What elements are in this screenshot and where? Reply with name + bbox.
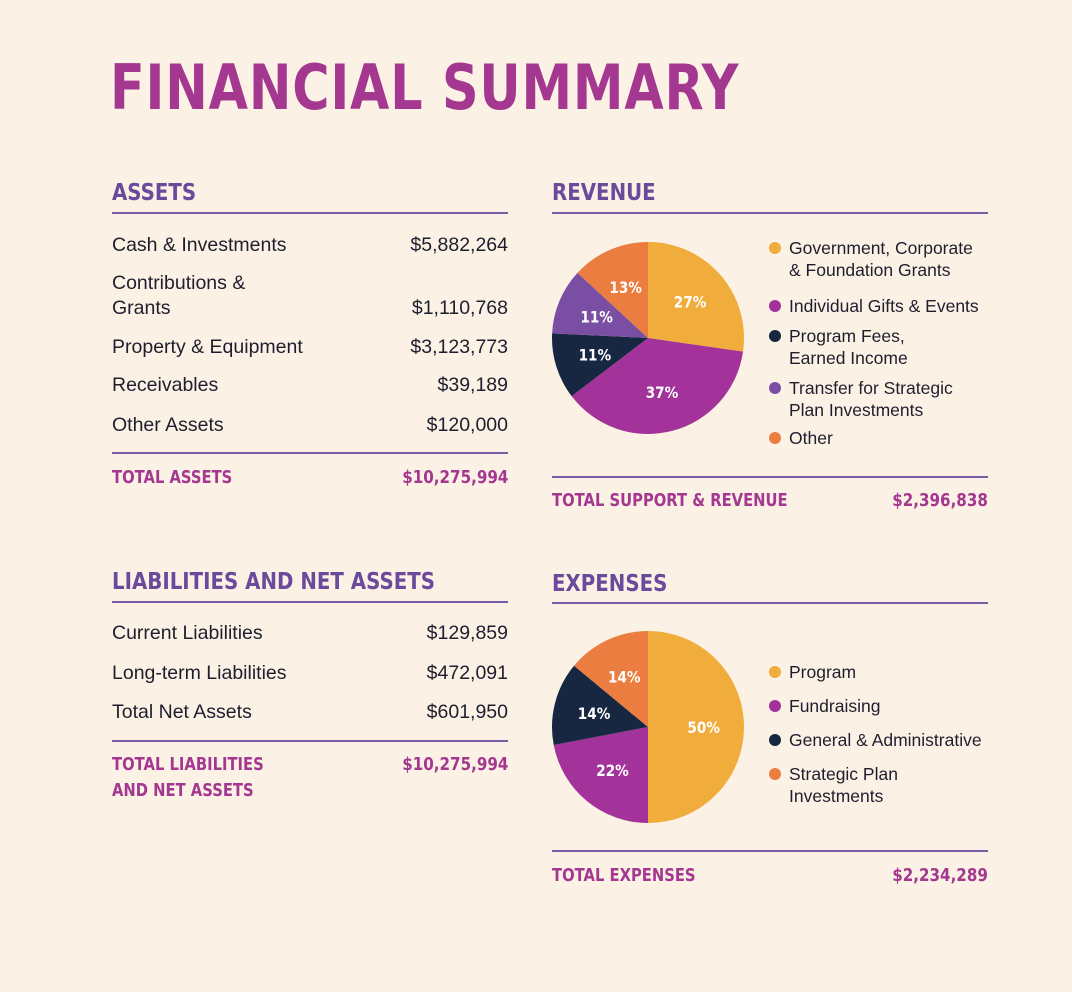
legend-label: Individual Gifts & Events xyxy=(789,296,979,316)
legend-item: Government, Corporate & Foundation Grant… xyxy=(769,237,973,281)
liabilities-total-rule xyxy=(112,740,508,742)
asset-value: $5,882,264 xyxy=(410,234,508,256)
revenue-total-rule xyxy=(552,476,988,478)
revenue-rule xyxy=(552,212,988,214)
pie-slice xyxy=(552,272,648,338)
expenses-total-rule xyxy=(552,850,988,852)
revenue-total-label: TOTAL SUPPORT & REVENUE xyxy=(552,490,788,511)
legend-dot-icon xyxy=(769,734,781,746)
revenue-legend: Government, Corporate & Foundation Grant… xyxy=(769,237,989,457)
legend-item: Program xyxy=(769,661,856,683)
pie-slice-label: 27% xyxy=(674,294,707,312)
expenses-rule xyxy=(552,602,988,604)
legend-item: Fundraising xyxy=(769,695,880,717)
assets-total-rule xyxy=(112,452,508,454)
legend-dot-icon xyxy=(769,666,781,678)
liabilities-heading: LIABILITIES AND NET ASSETS xyxy=(112,569,435,595)
liability-label: Long-term Liabilities xyxy=(112,662,287,684)
asset-label: Cash & Investments xyxy=(112,234,287,256)
assets-heading: ASSETS xyxy=(112,180,197,206)
expenses-section: EXPENSES 50% 22% 14% 14% Program Fundraising… xyxy=(552,569,988,899)
assets-total-value: $10,275,994 xyxy=(401,467,508,488)
pie-slice xyxy=(648,242,744,352)
pie-slice xyxy=(577,242,648,338)
assets-rule xyxy=(112,212,508,214)
asset-value: $1,110,768 xyxy=(411,297,508,319)
liability-value: $472,091 xyxy=(426,662,508,684)
pie-slice xyxy=(552,665,648,745)
assets-total-label: TOTAL ASSETS xyxy=(112,467,233,488)
pie-slice xyxy=(552,333,648,397)
legend-label: Strategic Plan Investments xyxy=(789,764,898,806)
asset-value: $3,123,773 xyxy=(410,336,508,358)
expenses-legend: Program Fundraising General & Administrati… xyxy=(769,661,989,806)
page-title: FINANCIAL SUMMARY xyxy=(110,51,740,124)
legend-item: Other xyxy=(769,427,833,449)
legend-dot-icon xyxy=(769,432,781,444)
pie-slice-label: 13% xyxy=(609,279,642,297)
legend-dot-icon xyxy=(769,330,781,342)
pie-slice-label: 11% xyxy=(579,347,612,365)
asset-label: Receivables xyxy=(112,374,219,396)
pie-slice-label: 11% xyxy=(580,308,613,326)
expenses-total-label: TOTAL EXPENSES xyxy=(552,865,696,886)
pie-slice-label: 14% xyxy=(608,669,641,687)
pie-slice xyxy=(571,338,744,434)
pie-slice-label: 50% xyxy=(687,719,720,737)
liability-label: Total Net Assets xyxy=(112,701,252,723)
legend-dot-icon xyxy=(769,768,781,780)
legend-label: Program xyxy=(789,662,857,682)
revenue-section: REVENUE 27% 37% 11% 11% 13% Government, Corp… xyxy=(552,178,988,518)
liabilities-section: LIABILITIES AND NET ASSETS Current Liabi… xyxy=(112,567,508,817)
revenue-heading: REVENUE xyxy=(552,180,656,206)
legend-label: Program Fees, Earned Income xyxy=(789,326,908,368)
liabilities-total-value: $10,275,994 xyxy=(401,754,508,775)
legend-dot-icon xyxy=(769,382,781,394)
expenses-heading: EXPENSES xyxy=(552,571,668,597)
asset-label: Contributions & Grants xyxy=(112,272,246,319)
liabilities-rule xyxy=(112,601,508,603)
expenses-pie-chart: 50% 22% 14% 14% xyxy=(552,631,744,823)
asset-value: $39,189 xyxy=(437,374,509,396)
liability-label: Current Liabilities xyxy=(112,622,263,644)
liabilities-total: TOTAL LIABILITIES AND NET ASSETS $10,275… xyxy=(112,752,508,806)
legend-item: Transfer for Strategic Plan Investments xyxy=(769,377,953,421)
pie-slice xyxy=(553,727,648,823)
legend-item: General & Administrative xyxy=(769,729,982,751)
legend-dot-icon xyxy=(769,242,781,254)
pie-slice-label: 37% xyxy=(646,384,679,402)
legend-label: General & Administrative xyxy=(789,730,982,750)
legend-item: Strategic Plan Investments xyxy=(769,763,989,807)
liability-value: $129,859 xyxy=(426,622,508,644)
expenses-total-value: $2,234,289 xyxy=(892,865,988,886)
pie-slice xyxy=(648,631,744,823)
assets-section: ASSETS Cash & Investments $5,882,264 Con… xyxy=(112,178,508,498)
legend-dot-icon xyxy=(769,700,781,712)
liability-value: $601,950 xyxy=(426,701,508,723)
asset-value: $120,000 xyxy=(426,414,508,436)
pie-slice-label: 14% xyxy=(578,705,611,723)
legend-label: Fundraising xyxy=(789,696,881,716)
pie-slice-label: 22% xyxy=(596,762,629,780)
legend-label: Government, Corporate & Foundation Grant… xyxy=(789,238,973,280)
revenue-total-value: $2,396,838 xyxy=(892,490,988,511)
legend-dot-icon xyxy=(769,300,781,312)
asset-label: Property & Equipment xyxy=(112,336,303,358)
revenue-pie-chart: 27% 37% 11% 11% 13% xyxy=(552,242,744,434)
pie-slice xyxy=(574,631,648,727)
liabilities-total-label: TOTAL LIABILITIES AND NET ASSETS xyxy=(112,754,264,801)
legend-item: Individual Gifts & Events xyxy=(769,295,979,317)
legend-item: Program Fees, Earned Income xyxy=(769,325,908,369)
legend-label: Other xyxy=(789,428,833,448)
legend-label: Transfer for Strategic Plan Investments xyxy=(789,378,953,420)
asset-label: Other Assets xyxy=(112,414,224,436)
